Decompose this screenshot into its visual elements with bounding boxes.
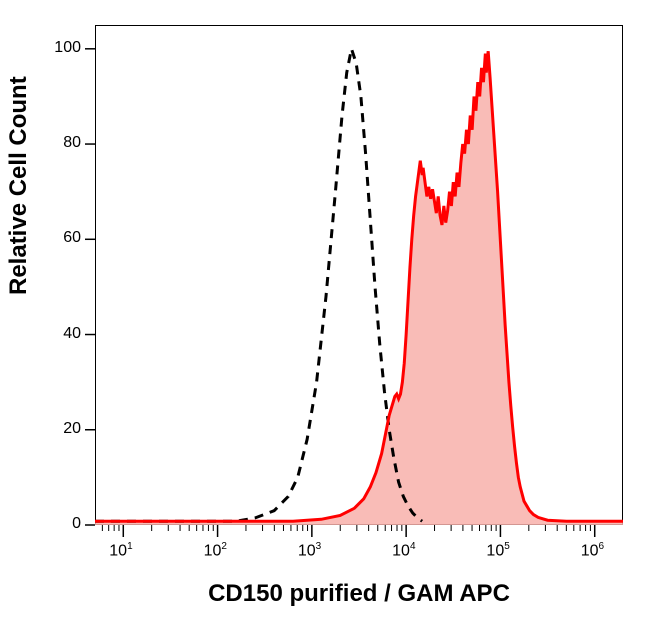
x-tick-label: 105 (486, 541, 509, 560)
y-tick-label: 40 (63, 325, 81, 343)
plot-svg (0, 0, 646, 641)
y-tick-label: 100 (54, 39, 81, 57)
x-tick-label: 106 (581, 541, 604, 560)
y-tick-label: 60 (63, 229, 81, 247)
y-tick-label: 0 (72, 515, 81, 533)
x-tick-label: 102 (204, 541, 227, 560)
x-tick-label: 103 (298, 541, 321, 560)
x-tick-label: 101 (109, 541, 132, 560)
x-tick-label: 104 (392, 541, 415, 560)
y-tick-label: 20 (63, 420, 81, 438)
histogram-chart: Relative Cell Count CD150 purified / GAM… (0, 0, 646, 641)
y-tick-label: 80 (63, 134, 81, 152)
